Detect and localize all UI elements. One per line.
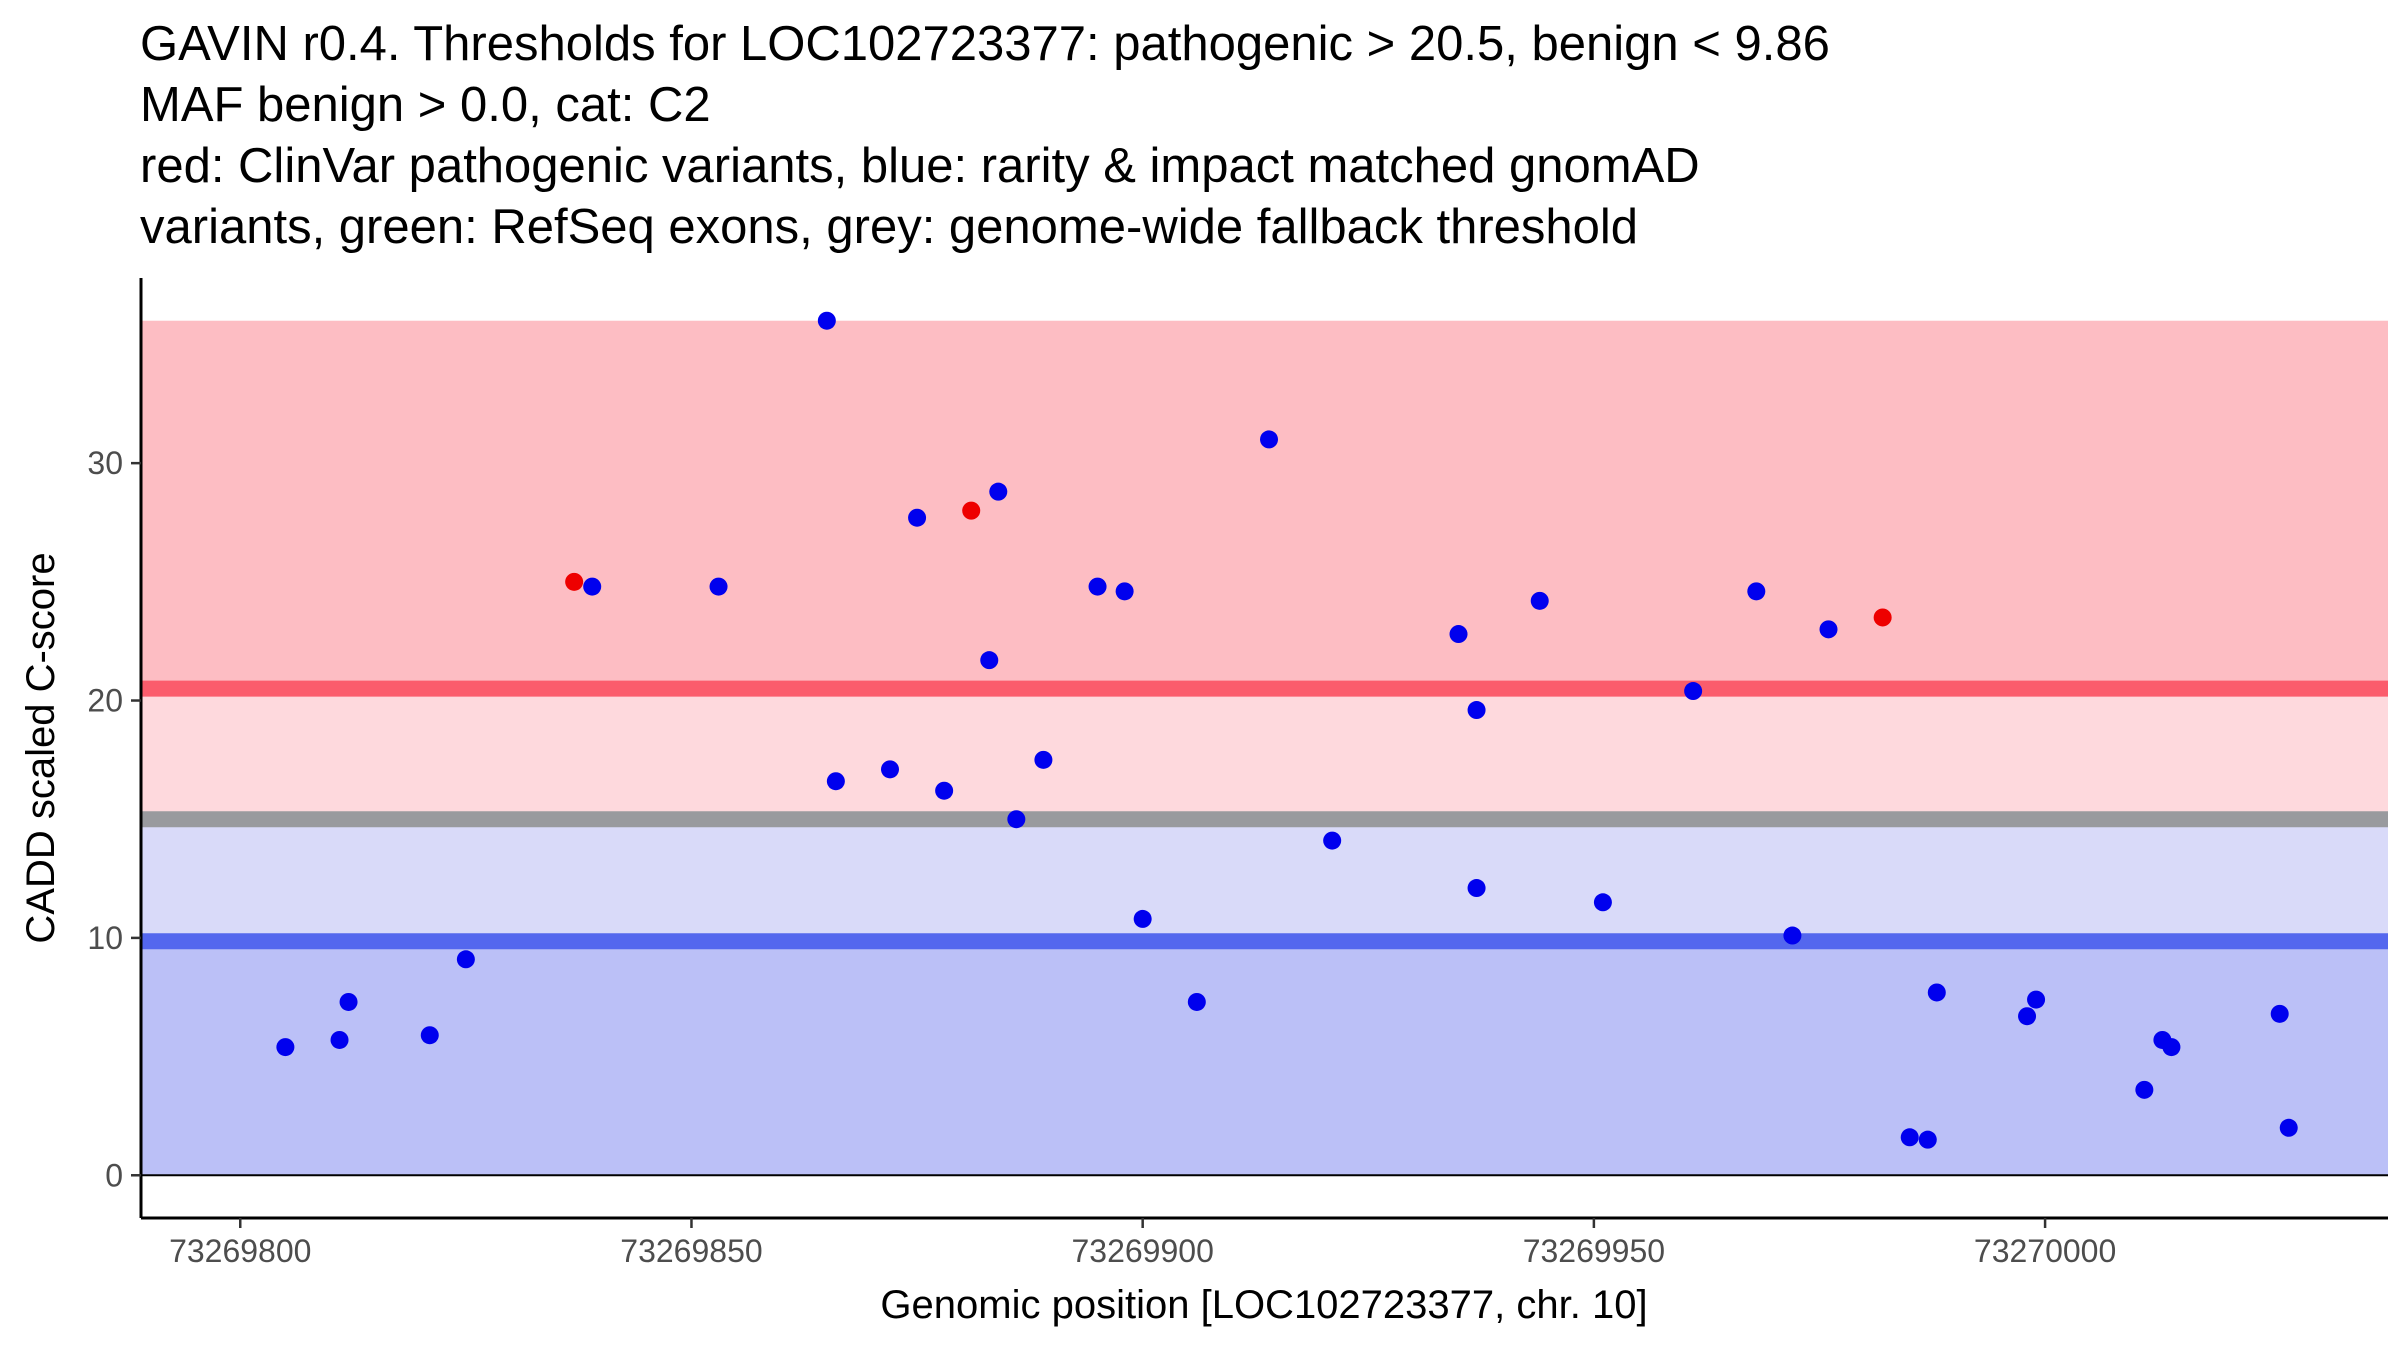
rarity-impact-matched-gnomad-variants-point-30: [1819, 620, 1838, 639]
data-points: [276, 311, 2298, 1149]
below-fallback-region-band: [141, 819, 2388, 942]
clinvar-pathogenic-variants-point-2: [1873, 608, 1892, 627]
rarity-impact-matched-gnomad-variants-point-5: [583, 577, 602, 596]
rarity-impact-matched-gnomad-variants-point-11: [935, 781, 954, 800]
rarity-impact-matched-gnomad-variants-point-10: [908, 508, 927, 527]
rarity-impact-matched-gnomad-variants-point-7: [817, 311, 836, 330]
x-axis-title: Genomic position [LOC102723377, chr. 10]: [880, 1283, 1647, 1327]
rarity-impact-matched-gnomad-variants-point-23: [1467, 701, 1486, 720]
axes: 0 10 20 30 73269800 73269850 73269900 73269950 7…: [87, 278, 2388, 1269]
rarity-impact-matched-gnomad-variants-point-35: [2027, 990, 2046, 1009]
rarity-impact-matched-gnomad-variants-point-25: [1530, 591, 1549, 610]
x-tick-label: 73269950: [1523, 1233, 1665, 1269]
rarity-impact-matched-gnomad-variants-point-13: [989, 482, 1008, 501]
title-line-4: variants, green: RefSeq exons, grey: gen…: [140, 200, 1639, 254]
rarity-impact-matched-gnomad-variants-point-18: [1133, 909, 1152, 928]
rarity-impact-matched-gnomad-variants-point-22: [1449, 625, 1468, 644]
rarity-impact-matched-gnomad-variants-point-16: [1088, 577, 1107, 596]
rarity-impact-matched-gnomad-variants-point-3: [420, 1026, 439, 1045]
rarity-impact-matched-gnomad-variants-point-9: [881, 760, 899, 779]
clinvar-pathogenic-variants-point-1: [962, 501, 981, 520]
title-line-1: GAVIN r0.4. Thresholds for LOC102723377:…: [140, 17, 1830, 71]
benign-region-band: [141, 941, 2388, 1176]
rarity-impact-matched-gnomad-variants-point-21: [1323, 831, 1342, 850]
rarity-impact-matched-gnomad-variants-point-27: [1684, 682, 1703, 701]
y-axis-title: CADD scaled C-score: [19, 552, 63, 943]
rarity-impact-matched-gnomad-variants-point-12: [980, 651, 999, 670]
rarity-impact-matched-gnomad-variants-point-24: [1467, 879, 1486, 898]
x-tick-label: 73269900: [1071, 1233, 1213, 1269]
rarity-impact-matched-gnomad-variants-point-0: [276, 1038, 295, 1057]
rarity-impact-matched-gnomad-variants-point-20: [1260, 430, 1279, 449]
x-tick-label: 73270000: [1974, 1233, 2116, 1269]
rarity-impact-matched-gnomad-variants-point-26: [1593, 893, 1612, 912]
rarity-impact-matched-gnomad-variants-point-1: [330, 1030, 349, 1049]
rarity-impact-matched-gnomad-variants-point-8: [826, 772, 845, 791]
title-line-2: MAF benign > 0.0, cat: C2: [140, 78, 711, 132]
pathogenic-region-band: [141, 320, 2388, 689]
y-tick-label: 20: [87, 683, 123, 719]
rarity-impact-matched-gnomad-variants-point-34: [2018, 1007, 2037, 1026]
chart-title: GAVIN r0.4. Thresholds for LOC102723377:…: [140, 14, 2360, 258]
rarity-impact-matched-gnomad-variants-point-19: [1187, 992, 1206, 1011]
rarity-impact-matched-gnomad-variants-point-33: [1927, 983, 1946, 1002]
rarity-impact-matched-gnomad-variants-point-32: [1918, 1130, 1937, 1149]
rarity-impact-matched-gnomad-variants-point-14: [1007, 810, 1026, 829]
rarity-impact-matched-gnomad-variants-point-4: [456, 950, 475, 969]
y-tick-label: 30: [87, 445, 123, 481]
rarity-impact-matched-gnomad-variants-point-39: [2270, 1004, 2289, 1023]
rarity-impact-matched-gnomad-variants-point-36: [2135, 1080, 2154, 1099]
rarity-impact-matched-gnomad-variants-point-17: [1115, 582, 1134, 601]
title-line-3: red: ClinVar pathogenic variants, blue: …: [140, 139, 1700, 193]
x-tick-label: 73269800: [169, 1233, 311, 1269]
rarity-impact-matched-gnomad-variants-point-38: [2162, 1038, 2181, 1057]
above-fallback-region-band: [141, 688, 2388, 820]
y-tick-label: 10: [87, 920, 123, 956]
threshold-bands: [141, 320, 2388, 1176]
rarity-impact-matched-gnomad-variants-point-2: [339, 992, 358, 1011]
x-tick-label: 73269850: [620, 1233, 762, 1269]
rarity-impact-matched-gnomad-variants-point-29: [1783, 926, 1802, 945]
threshold-lines: [141, 680, 2388, 950]
rarity-impact-matched-gnomad-variants-point-28: [1747, 582, 1766, 601]
rarity-impact-matched-gnomad-variants-point-31: [1900, 1128, 1919, 1147]
rarity-impact-matched-gnomad-variants-point-6: [709, 577, 728, 596]
rarity-impact-matched-gnomad-variants-point-15: [1034, 750, 1053, 769]
y-tick-label: 0: [105, 1157, 123, 1193]
rarity-impact-matched-gnomad-variants-point-40: [2279, 1118, 2298, 1137]
clinvar-pathogenic-variants-point-0: [565, 572, 584, 591]
